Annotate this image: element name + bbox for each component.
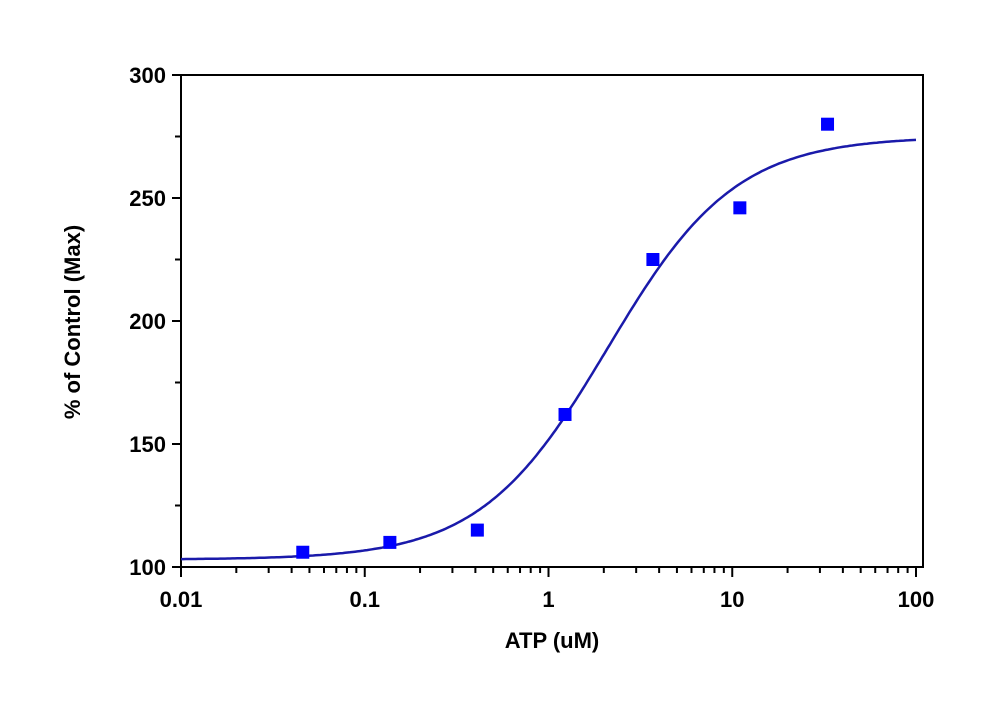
y-axis-tick-labels: 100 150 200 250 300: [129, 63, 166, 580]
x-tick-label: 100: [898, 587, 935, 612]
data-point-marker: [733, 201, 747, 215]
data-point-marker: [296, 545, 310, 559]
y-tick-label: 200: [129, 309, 166, 334]
data-point-marker: [558, 407, 572, 421]
data-point-marker: [470, 523, 484, 537]
data-point-marker: [821, 117, 835, 131]
data-point-marker: [383, 535, 397, 549]
y-tick-label: 150: [129, 432, 166, 457]
y-tick-label: 100: [129, 555, 166, 580]
y-axis-ticks: [172, 74, 181, 568]
x-tick-label: 10: [720, 587, 744, 612]
x-axis-ticks: [180, 567, 917, 577]
y-axis-title: % of Control (Max): [60, 225, 85, 419]
x-axis-tick-labels: 0.01 0.1 1 10 100: [160, 587, 935, 612]
data-point-marker: [646, 253, 660, 266]
y-tick-label: 300: [129, 63, 166, 88]
fit-curve: [181, 138, 917, 561]
data-points: [296, 117, 835, 559]
y-tick-label: 250: [129, 186, 166, 211]
x-axis-title: ATP (uM): [505, 628, 600, 653]
x-tick-label: 0.01: [160, 587, 203, 612]
plot-frame: [180, 74, 924, 568]
x-tick-label: 1: [542, 587, 554, 612]
x-tick-label: 0.1: [349, 587, 380, 612]
